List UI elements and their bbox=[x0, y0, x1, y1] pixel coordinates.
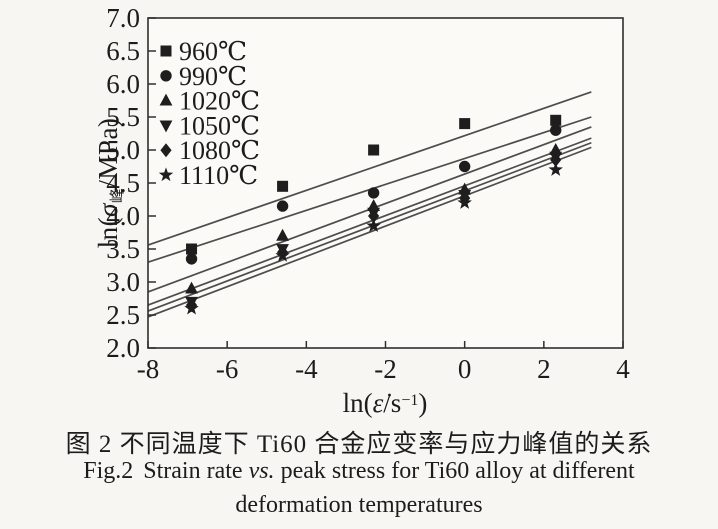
fit-line-1110℃ bbox=[147, 146, 592, 318]
legend-label-990℃: 990℃ bbox=[179, 62, 247, 91]
x-label-mid: /s bbox=[383, 388, 402, 418]
x-tick-label: 4 bbox=[616, 354, 630, 384]
data-point-1110℃ bbox=[366, 218, 381, 232]
x-tick-label: 2 bbox=[537, 354, 551, 384]
legend-marker-square bbox=[160, 45, 172, 57]
y-label-subscript: 峰 bbox=[110, 187, 126, 204]
data-point-960℃ bbox=[368, 144, 380, 156]
data-point-960℃ bbox=[459, 118, 471, 130]
legend-marker-triangle-down bbox=[159, 120, 173, 133]
y-tick-label: 7.0 bbox=[106, 3, 140, 33]
data-point-990℃ bbox=[367, 187, 380, 199]
x-axis-label: ln(ε̇/s−1) bbox=[343, 388, 428, 419]
y-tick-label: 3.5 bbox=[106, 234, 140, 264]
y-tick-label: 2.0 bbox=[106, 333, 140, 363]
caption-en-before-vs: Strain rate bbox=[143, 458, 243, 484]
y-tick-label: 3.0 bbox=[106, 267, 140, 297]
data-point-1080℃ bbox=[550, 152, 562, 167]
legend-label-1080℃: 1080℃ bbox=[179, 136, 260, 165]
caption-english-line1: Fig.2 Strain rate vs. peak stress for Ti6… bbox=[0, 458, 718, 485]
x-tick-label: -6 bbox=[216, 354, 239, 384]
data-point-1110℃ bbox=[548, 162, 563, 176]
data-point-960℃ bbox=[277, 180, 289, 192]
data-point-1110℃ bbox=[275, 248, 290, 262]
fit-line-960℃ bbox=[147, 91, 592, 246]
x-tick-label: -4 bbox=[295, 354, 318, 384]
y-tick-label: 4.5 bbox=[106, 168, 140, 198]
y-tick-label: 6.0 bbox=[106, 69, 140, 99]
data-point-990℃ bbox=[276, 200, 289, 212]
x-tick-label: 0 bbox=[458, 354, 472, 384]
y-tick-label: 6.5 bbox=[106, 36, 140, 66]
y-tick-label: 5.5 bbox=[106, 102, 140, 132]
y-label-post: ) bbox=[93, 117, 123, 128]
data-point-990℃ bbox=[550, 124, 562, 136]
y-tick-label: 4.0 bbox=[106, 201, 140, 231]
data-point-990℃ bbox=[458, 160, 471, 173]
y-tick-label: 5.0 bbox=[106, 135, 140, 165]
caption-en-after-vs: peak stress for Ti60 alloy at different bbox=[280, 458, 635, 484]
x-label-epsilon-dot: ε̇ bbox=[372, 388, 384, 418]
strain-rate-peak-stress-chart: -8 -6 -4 -2 0 2 4 2.02.53.03.54.04.55.05.56.06.… bbox=[106, 3, 630, 384]
x-tick-label: -2 bbox=[374, 354, 397, 384]
y-label-mid: /MPa bbox=[93, 127, 123, 188]
fit-line-1080℃ bbox=[147, 141, 592, 312]
legend-label-1110℃: 1110℃ bbox=[179, 161, 258, 190]
legend-marker-triangle-up bbox=[159, 93, 173, 106]
y-axis-label: ln(σ峰/MPa) bbox=[93, 118, 127, 249]
x-tick-label: -8 bbox=[137, 354, 160, 384]
caption-english-line2: deformation temperatures bbox=[235, 492, 483, 518]
fit-line-1050℃ bbox=[147, 137, 592, 306]
data-point-1110℃ bbox=[184, 300, 199, 315]
data-point-960℃ bbox=[550, 114, 562, 126]
legend-marker-circle bbox=[160, 70, 172, 82]
legend-label-960℃: 960℃ bbox=[179, 37, 247, 66]
data-point-1020℃ bbox=[185, 281, 198, 294]
y-label-pre: ln( bbox=[93, 216, 123, 249]
caption-en-vs: vs. bbox=[248, 458, 275, 484]
legend-marker-diamond bbox=[160, 143, 172, 158]
data-point-1080℃ bbox=[368, 209, 380, 223]
data-point-960℃ bbox=[186, 243, 198, 255]
caption-fig-number: Fig.2 bbox=[83, 458, 134, 484]
data-point-990℃ bbox=[185, 253, 198, 265]
x-label-pre: ln( bbox=[342, 388, 373, 418]
y-tick-label: 2.5 bbox=[106, 300, 140, 330]
x-label-post: ) bbox=[418, 388, 428, 418]
data-point-1020℃ bbox=[276, 228, 289, 241]
data-point-1110℃ bbox=[457, 195, 472, 209]
plot-area bbox=[148, 18, 623, 348]
legend-label-1050℃: 1050℃ bbox=[179, 111, 260, 140]
caption-chinese: 图 2 不同温度下 Ti60 合金应变率与应力峰值的关系 bbox=[65, 431, 653, 458]
y-label-sigma: σ bbox=[93, 203, 123, 217]
legend-marker-star bbox=[158, 167, 174, 182]
x-label-superscript: −1 bbox=[401, 392, 419, 409]
legend-label-1020℃: 1020℃ bbox=[179, 87, 260, 116]
